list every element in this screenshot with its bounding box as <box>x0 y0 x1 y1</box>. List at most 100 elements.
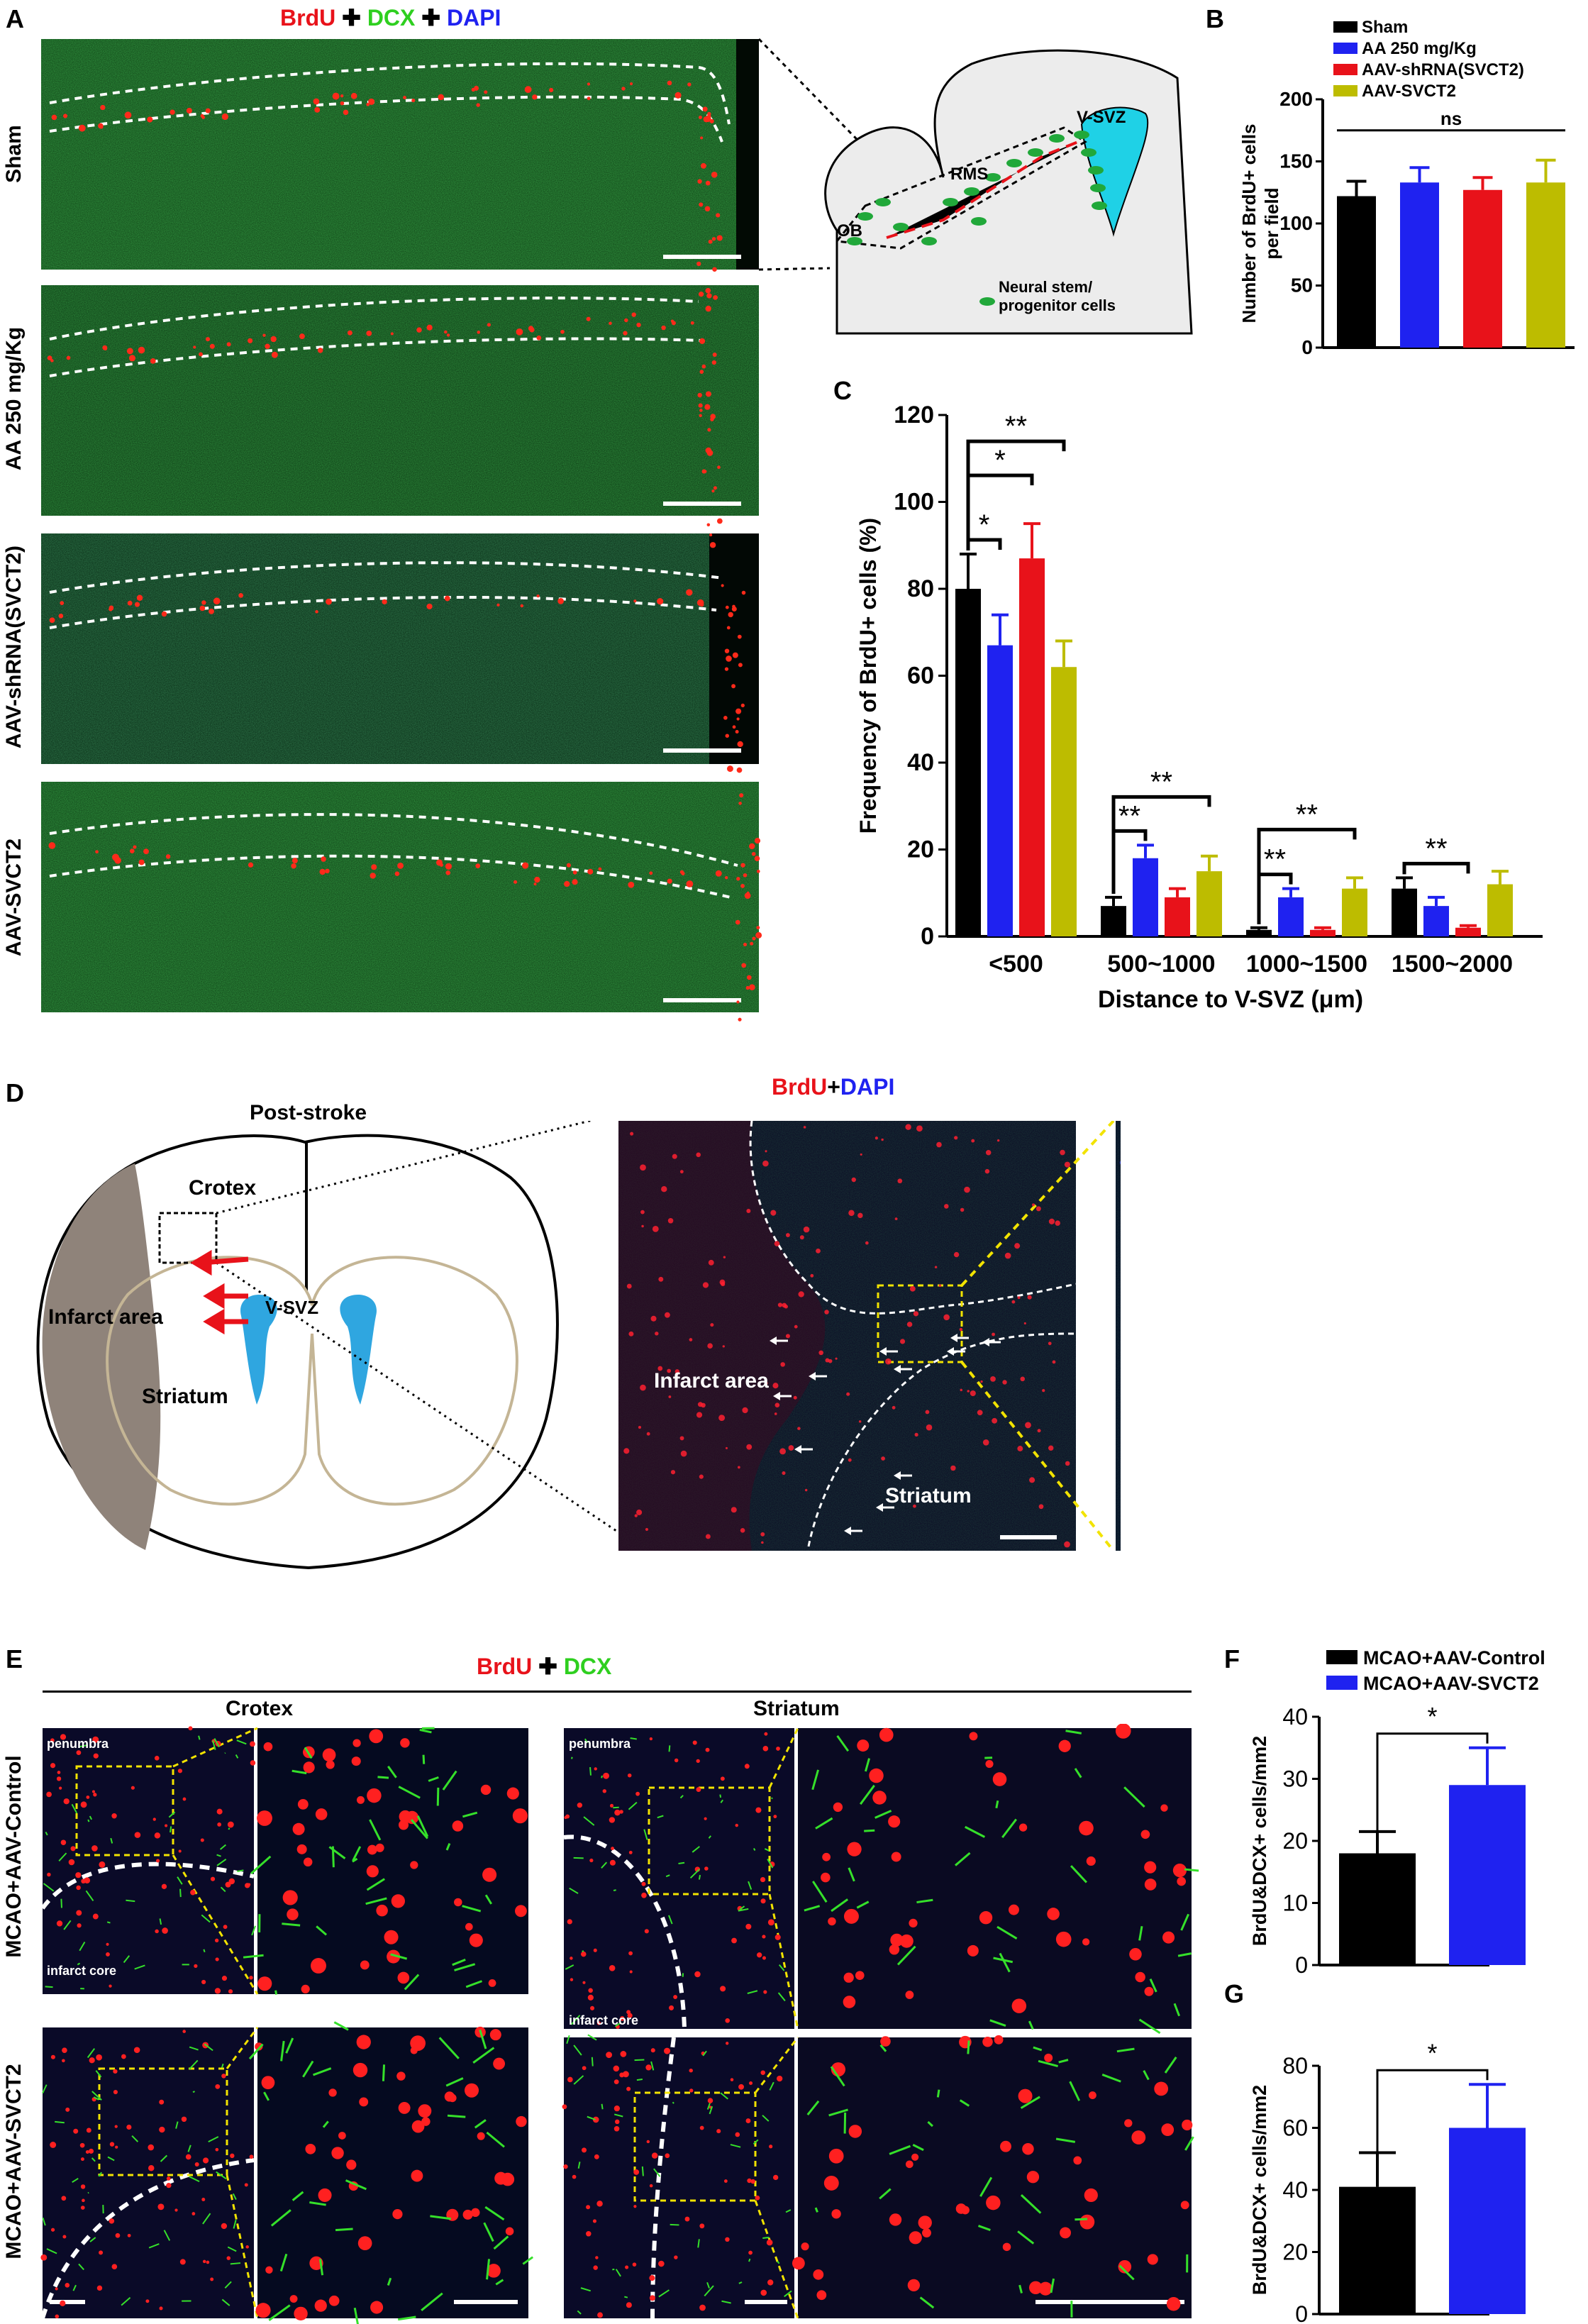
brdu-dot <box>1042 1388 1045 1393</box>
dcx-fiber <box>1018 2284 1023 2293</box>
dcx-fiber <box>668 1915 673 1925</box>
brdu-dot <box>188 1726 193 1731</box>
bar <box>1342 888 1367 936</box>
panel-letter-a: A <box>6 4 24 33</box>
dcx-fiber <box>313 2067 332 2076</box>
brdu-dot <box>704 1866 709 1871</box>
brdu-dot <box>191 2212 196 2215</box>
brdu-dot <box>657 1366 663 1371</box>
dcx-fiber <box>1020 2096 1040 2109</box>
dcx-fiber <box>291 2191 304 2201</box>
brdu-dot <box>705 1747 710 1752</box>
dcx-fiber <box>912 2144 924 2152</box>
dcx-fiber <box>748 2258 751 2262</box>
white-arrow <box>894 1365 901 1373</box>
brdu-dot <box>391 1894 405 1908</box>
brdu-dot <box>885 1358 892 1365</box>
brdu-dot <box>562 2104 567 2110</box>
brdu-dot <box>1124 2119 1133 2127</box>
brdu-dot <box>717 465 721 470</box>
brdu-dot <box>287 1908 299 1920</box>
dcx-fiber <box>232 2193 237 2201</box>
brdu-dot <box>914 1432 918 1437</box>
y-tick-label: 150 <box>1279 150 1313 172</box>
brdu-dot <box>60 1734 67 1740</box>
brdu-dot <box>397 1971 410 1984</box>
schematic-ob-label: OB <box>837 221 862 240</box>
dcx-fiber <box>1184 2136 1194 2151</box>
dcx-fiber <box>965 1825 986 1838</box>
brdu-dot <box>705 447 712 454</box>
brdu-dot <box>68 1859 75 1866</box>
brdu-dot <box>186 107 192 114</box>
dcx-fiber <box>589 1766 592 1776</box>
brdu-dot <box>133 2047 140 2054</box>
brdu-dot <box>699 2304 706 2311</box>
dcx-fiber <box>864 1829 875 1832</box>
dcx-fiber <box>452 1959 466 1966</box>
dcx-fiber <box>279 2253 288 2272</box>
brdu-dot <box>750 941 754 946</box>
micrograph-shrna <box>41 533 759 764</box>
brdu-dot <box>699 338 706 344</box>
brdu-dot <box>793 1395 797 1400</box>
row-label-sham: Sham <box>2 125 26 183</box>
brdu-dot <box>909 2231 922 2245</box>
brdu-dot <box>255 2042 263 2051</box>
brdu-dot <box>487 323 491 327</box>
brdu-dot <box>109 2142 115 2147</box>
brdu-dot <box>1118 2259 1132 2274</box>
brdu-dot <box>50 2142 57 2148</box>
brdu-dot <box>740 863 745 868</box>
brdu-dot <box>314 106 321 113</box>
y-tick-label: 40 <box>1282 2177 1308 2203</box>
dcx-fiber <box>45 1831 48 1836</box>
brdu-dot <box>623 1448 630 1454</box>
brdu-dot <box>696 1787 701 1792</box>
brdu-dot <box>843 1996 856 2008</box>
brdu-dot <box>872 1791 887 1805</box>
brdu-dot <box>741 963 745 968</box>
brdu-dot <box>699 409 703 412</box>
brdu-dot <box>150 358 156 364</box>
brdu-dot <box>249 2154 254 2159</box>
brdu-dot <box>78 124 86 132</box>
brdu-dot <box>954 1136 958 1140</box>
brdu-dot <box>950 1465 956 1471</box>
brdu-dot <box>1055 1220 1060 1226</box>
brdu-dot <box>667 80 672 86</box>
brdu-dot <box>221 2074 226 2079</box>
brdu-dot <box>697 179 702 184</box>
brdu-dot <box>154 1832 161 1839</box>
dcx-fiber <box>566 2035 570 2044</box>
dcx-fiber <box>121 2297 131 2306</box>
region-crotex-label: Crotex <box>226 1697 294 1720</box>
brdu-dot <box>828 2148 844 2164</box>
white-arrow <box>982 1338 989 1346</box>
dcx-fiber <box>587 2034 597 2041</box>
brdu-dot <box>835 1357 838 1360</box>
dcx-fiber <box>601 1861 608 1869</box>
dcx-fiber <box>220 1886 226 1893</box>
brdu-dot <box>609 1964 616 1971</box>
brdu-dot <box>375 1843 384 1852</box>
dcx-fiber <box>175 2121 179 2129</box>
brdu-dot <box>446 333 450 337</box>
brdu-dot <box>265 343 270 349</box>
brdu-dot <box>731 684 736 689</box>
brdu-dot <box>699 414 702 417</box>
brdu-dot <box>755 1807 762 1813</box>
dcx-fiber <box>397 2315 416 2321</box>
dcx-fiber <box>163 2230 171 2241</box>
micrograph-aa <box>41 285 759 516</box>
brdu-dot <box>674 2255 678 2259</box>
brdu-dot <box>725 2018 731 2023</box>
brdu-dot <box>297 1798 309 1810</box>
brdu-dot <box>56 1776 62 1781</box>
dcx-fiber <box>836 1735 850 1752</box>
y-tick-label: 80 <box>907 575 934 602</box>
brdu-dot <box>749 2081 753 2086</box>
brdu-dot <box>592 2219 597 2223</box>
brdu-dot <box>586 2205 591 2210</box>
brdu-dot <box>426 603 433 609</box>
